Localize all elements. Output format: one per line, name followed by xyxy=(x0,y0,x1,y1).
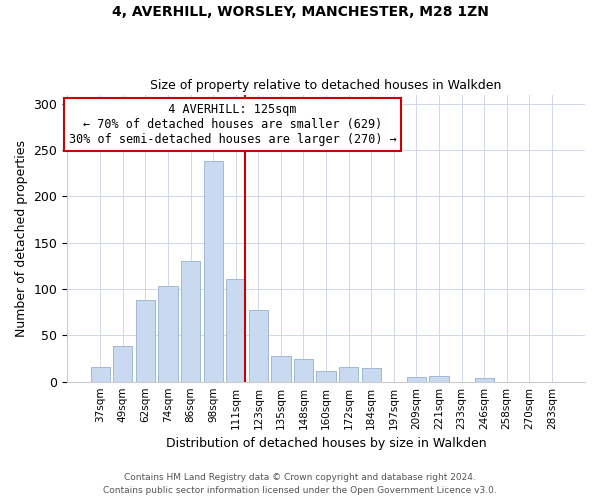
Bar xyxy=(362,368,381,382)
Bar xyxy=(158,286,178,382)
Text: 4, AVERHILL, WORSLEY, MANCHESTER, M28 1ZN: 4, AVERHILL, WORSLEY, MANCHESTER, M28 1Z… xyxy=(112,5,488,19)
Bar xyxy=(316,370,335,382)
X-axis label: Distribution of detached houses by size in Walkden: Distribution of detached houses by size … xyxy=(166,437,487,450)
Bar xyxy=(113,346,133,382)
Bar xyxy=(475,378,494,382)
Bar xyxy=(203,161,223,382)
Text: Contains HM Land Registry data © Crown copyright and database right 2024.
Contai: Contains HM Land Registry data © Crown c… xyxy=(103,474,497,495)
Y-axis label: Number of detached properties: Number of detached properties xyxy=(15,140,28,336)
Bar xyxy=(181,262,200,382)
Bar xyxy=(249,310,268,382)
Bar xyxy=(430,376,449,382)
Bar xyxy=(226,279,245,382)
Title: Size of property relative to detached houses in Walkden: Size of property relative to detached ho… xyxy=(151,79,502,92)
Bar xyxy=(407,377,426,382)
Bar xyxy=(136,300,155,382)
Bar xyxy=(91,367,110,382)
Bar xyxy=(339,367,358,382)
Bar xyxy=(271,356,290,382)
Bar xyxy=(294,360,313,382)
Text: 4 AVERHILL: 125sqm  
← 70% of detached houses are smaller (629)
30% of semi-deta: 4 AVERHILL: 125sqm ← 70% of detached hou… xyxy=(69,103,397,146)
